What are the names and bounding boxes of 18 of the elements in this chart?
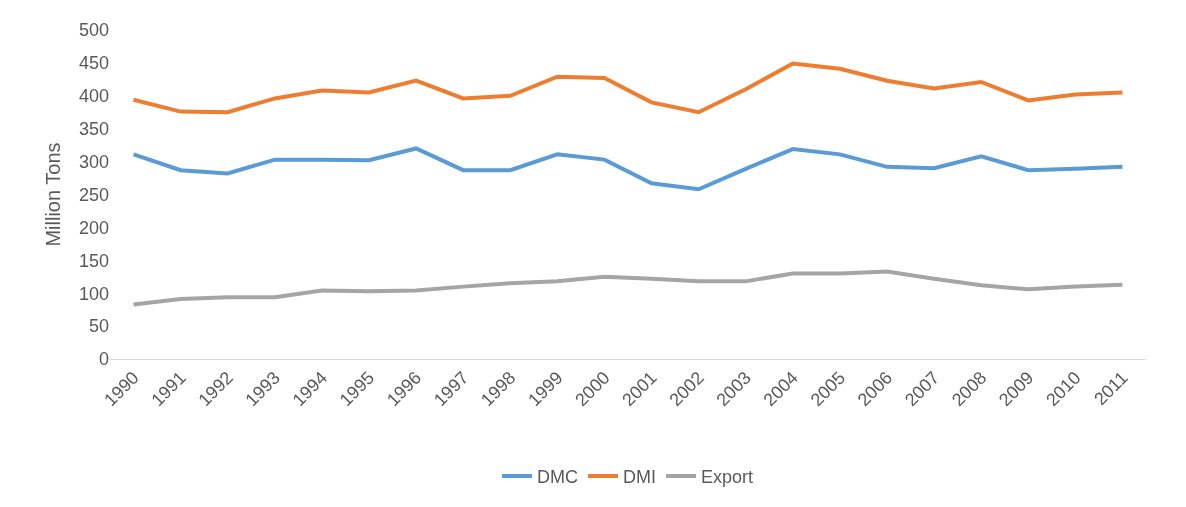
y-tick-label: 0 <box>98 349 109 370</box>
y-tick-label: 250 <box>78 184 109 205</box>
y-tick-label: 50 <box>88 316 109 337</box>
y-tick-label: 350 <box>78 119 109 139</box>
line-series <box>131 146 1125 192</box>
y-tick-label: 100 <box>78 283 109 304</box>
legend-label: DMC <box>537 466 578 487</box>
y-tick-label: 500 <box>78 20 109 41</box>
y-tick-label: 150 <box>78 250 109 271</box>
legend-label: Export <box>701 466 754 487</box>
y-axis-title: Million Tons <box>42 142 64 247</box>
y-tick-label: 400 <box>78 86 109 107</box>
legend-label: DMI <box>623 466 656 487</box>
y-tick-label: 300 <box>78 151 109 172</box>
y-tick-label: 450 <box>78 53 109 74</box>
line-series <box>131 269 1125 307</box>
line-series <box>131 61 1125 115</box>
y-tick-label: 200 <box>78 217 109 238</box>
